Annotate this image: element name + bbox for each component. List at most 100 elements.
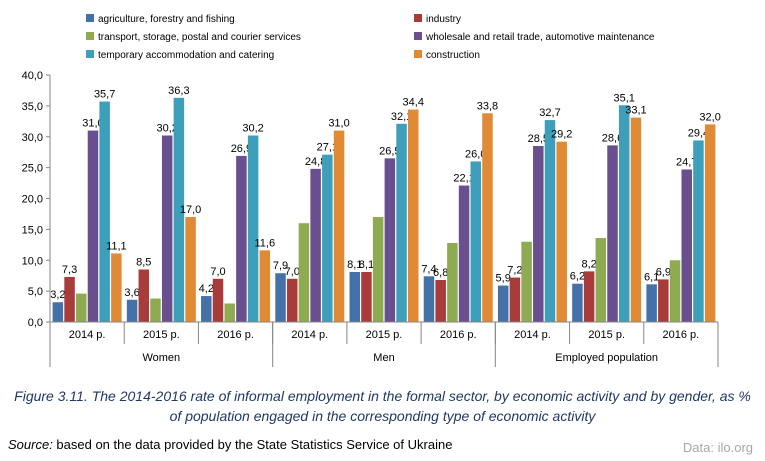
data-label: 4,2 [199,283,214,295]
x-tick-label: 2014 р. [514,329,551,341]
bar [435,280,446,322]
x-tick-label: 2016 р. [663,329,700,341]
bar [361,271,372,322]
bar [607,145,618,322]
bar [447,242,458,322]
bar [408,109,419,322]
bar [704,124,716,323]
data-label: 24,7 [676,156,697,168]
x-tick-label: 2016 р. [217,329,254,341]
y-tick-label: 35,0 [22,101,43,113]
legend-label: temporary accommodation and catering [98,50,274,61]
data-label: 6,1 [644,271,659,283]
data-label: 36,3 [168,85,189,97]
y-tick-label: 30,0 [22,132,43,144]
x-tick-label: 2014 р. [291,329,328,341]
legend-swatch [414,32,422,40]
bar [286,278,298,322]
data-label: 22,1 [453,173,474,185]
bar [322,154,333,322]
bar [161,135,173,322]
bar [173,97,185,322]
data-label: 33,8 [477,100,498,112]
data-label: 17,0 [180,204,201,216]
bar [52,302,64,322]
legend-label: construction [426,50,480,61]
data-label: 32,1 [391,111,412,123]
y-tick-label: 0,0 [28,317,43,329]
figure-caption: Figure 3.11. The 2014-2016 rate of infor… [14,388,751,424]
bar [185,217,196,322]
x-tick-label: 2015 р. [143,329,180,341]
data-label: 3,2 [50,289,65,301]
legend-swatch [86,50,94,58]
data-label: 24,8 [305,156,326,168]
bar [521,241,532,322]
bar [646,284,657,322]
data-label: 7,4 [421,263,436,275]
bar [681,169,692,322]
group-label: Employed population [555,352,658,364]
y-axis: 0,0 5,0 10,0 15,0 20,0 25,0 30,0 35,0 40,0 [22,70,51,329]
data-label: 30,2 [242,123,263,135]
data-label: 32,7 [539,107,560,119]
bars: 3,2 3,6 4,2 7,9 8,1 7,4 5,9 6,2 6,1 7,3 8,5 7,0 7,0 8… [50,85,721,323]
bar [150,298,161,322]
data-label: 8,1 [347,259,362,271]
bar [333,130,345,322]
bar [396,123,407,322]
bar [384,158,396,322]
bar [658,279,669,322]
bar [556,141,567,322]
legend-label: wholesale and retail trade, automotive m… [425,32,655,43]
bar [497,285,509,322]
bar [470,161,482,322]
bar [236,155,247,322]
data-label: 26,0 [465,148,486,160]
legend-swatch [414,50,422,58]
bar [76,293,87,322]
bar [138,269,150,322]
legend-label: transport, storage, postal and courier s… [98,32,301,43]
y-tick-label: 40,0 [22,70,43,82]
y-tick-label: 20,0 [22,194,43,206]
data-label: 35,1 [614,92,635,104]
data-label: 31,0 [82,118,103,130]
data-label: 8,1 [359,259,374,271]
bar [669,260,681,322]
bar [259,250,271,322]
data-credit: Data: ilo.org [682,440,753,455]
bar [126,299,138,322]
legend-label: industry [426,14,461,25]
bar [595,238,607,322]
bar [298,223,310,322]
data-label: 29,4 [688,127,709,139]
bar [247,135,259,322]
data-label: 8,2 [581,258,596,270]
data-label: 29,2 [551,129,572,141]
source-text: based on the data provided by the State … [52,437,453,452]
data-label: 32,0 [699,111,720,123]
legend-swatch [414,14,422,22]
bar-chart: agriculture, forestry and fishing industr… [22,14,721,367]
bar [618,105,630,322]
bar [533,146,544,322]
legend-swatch [86,32,94,40]
bar [64,276,75,322]
data-label: 26,5 [379,145,400,157]
data-label: 6,2 [570,271,585,283]
bar [482,113,493,322]
bar [87,130,99,322]
data-label: 28,5 [528,133,549,145]
data-label: 35,7 [94,89,115,101]
data-label: 6,9 [656,266,671,278]
data-label: 28,6 [602,132,623,144]
bar [423,276,435,322]
data-label: 8,5 [136,257,151,269]
group-label: Women [142,352,180,364]
x-tick-label: 2015 р. [366,329,403,341]
bar [509,277,521,322]
y-tick-label: 5,0 [28,286,43,298]
x-axis: 2014 р. 2015 р. 2016 р. Women 2014 р. 2015 р.… [49,321,719,367]
bar [372,217,384,322]
